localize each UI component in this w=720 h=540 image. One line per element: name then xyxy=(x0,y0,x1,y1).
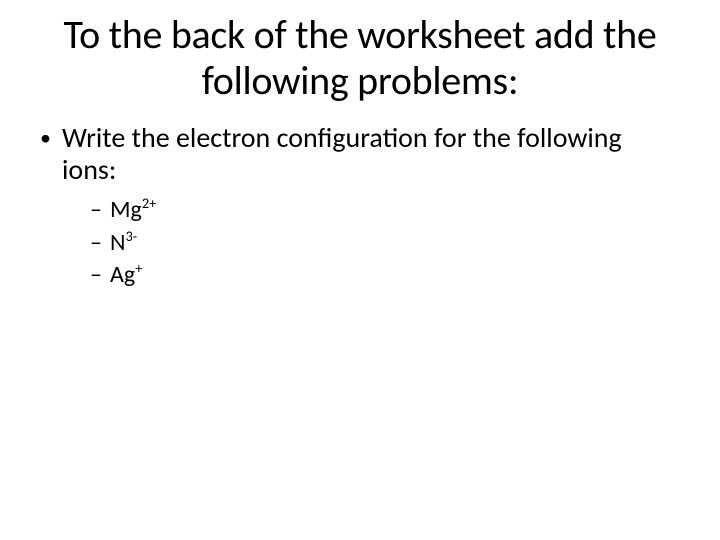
bullet-marker-icon: • xyxy=(40,122,62,154)
bullet-level1: • Write the electron configuration for t… xyxy=(40,122,680,186)
slide-title: To the back of the worksheet add the fol… xyxy=(40,12,680,104)
dash-icon: – xyxy=(90,227,110,259)
ion-ag: Ag+ xyxy=(110,259,142,291)
ion-list: – Mg2+ – N3- – Ag+ xyxy=(90,194,680,291)
ion-charge: 3- xyxy=(126,227,138,245)
bullet-text: Write the electron configuration for the… xyxy=(62,122,680,186)
slide: To the back of the worksheet add the fol… xyxy=(0,0,720,540)
dash-icon: – xyxy=(90,194,110,226)
list-item: – N3- xyxy=(90,227,680,259)
dash-icon: – xyxy=(90,259,110,291)
ion-n: N3- xyxy=(110,227,137,259)
list-item: – Mg2+ xyxy=(90,194,680,226)
body-content: • Write the electron configuration for t… xyxy=(40,122,680,292)
list-item: – Ag+ xyxy=(90,259,680,291)
ion-symbol: Ag xyxy=(110,260,135,289)
ion-mg: Mg2+ xyxy=(110,194,156,226)
ion-symbol: N xyxy=(110,228,126,257)
ion-charge: 2+ xyxy=(142,194,156,212)
ion-symbol: Mg xyxy=(110,195,142,224)
ion-charge: + xyxy=(135,259,142,277)
